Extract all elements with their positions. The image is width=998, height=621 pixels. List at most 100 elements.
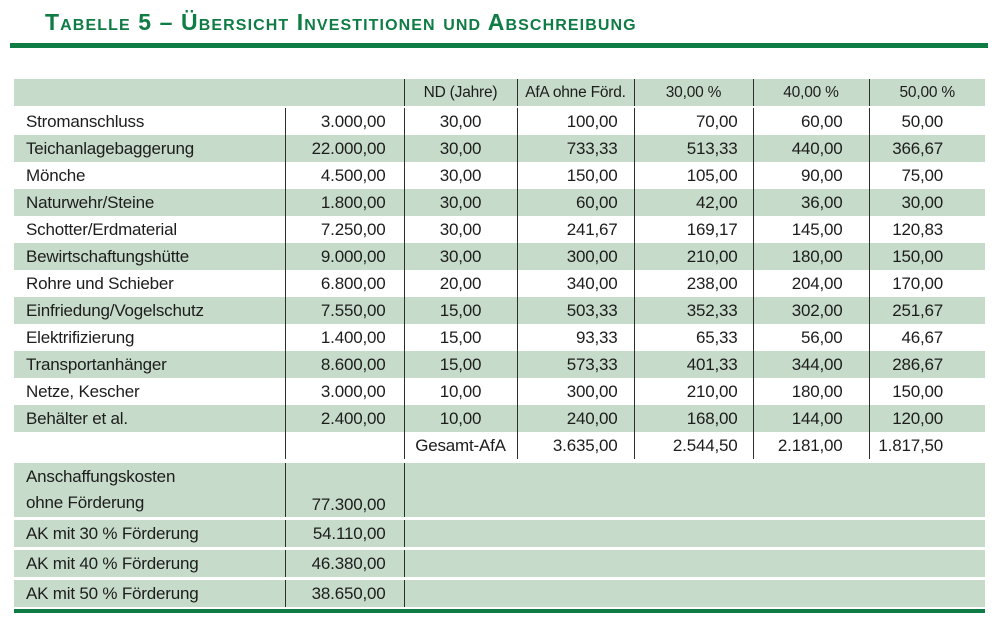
cell-nd: 30,00 [404,189,518,216]
cell-afa: 300,00 [517,243,635,270]
cell-afa: 100,00 [517,107,635,135]
cell-nd: 30,00 [404,135,518,162]
cell-afa: 573,33 [517,351,635,378]
cell-50: 170,00 [892,273,943,293]
total-50: 1.817,50 [878,435,943,455]
cell-40: 440,00 [753,135,870,162]
summary-table: Anschaffungskosten ohne Förderung 77.300… [14,463,985,607]
cell-nd: 30,00 [404,243,518,270]
cell-50: 150,00 [869,243,985,270]
cell-40: 180,00 [753,243,870,270]
title-rule [10,43,988,48]
summary-label-line2: ohne Förderung [26,493,145,512]
cell-30: 65,33 [634,324,754,351]
total-30: 2.544,50 [634,432,754,459]
cell-amount: 3.000,00 [285,378,405,405]
cell-50: 150,00 [892,381,943,401]
header-afa: AfA ohne Förd. [517,79,635,108]
cell-afa: 241,67 [517,216,635,243]
cell-amount: 4.500,00 [285,162,405,189]
cell-50: 251,67 [869,297,985,324]
cell-nd: 30,00 [404,162,518,189]
summary-filler [404,463,985,519]
table-bottom-rule [14,609,985,613]
table-row: Behälter et al. 2.400,00 10,00 240,00 16… [14,405,985,432]
cell-30: 238,00 [634,270,754,297]
row-label: Behälter et al. [14,405,286,432]
cell-amount: 9.000,00 [285,243,405,270]
cell-30: 513,33 [634,135,754,162]
summary-value: 54.110,00 [285,517,405,549]
row-label: Schotter/Erdmaterial [14,216,286,243]
summary-filler [404,577,985,607]
cell-30: 401,33 [634,351,754,378]
summary-label: AK mit 40 % Förderung [14,547,286,579]
cell-afa: 503,33 [517,297,635,324]
summary-value: 77.300,00 [285,463,405,519]
cell-50: 120,83 [892,219,943,239]
summary-row: AK mit 40 % Förderung 46.380,00 [14,547,985,579]
summary-row: AK mit 30 % Förderung 54.110,00 [14,517,985,549]
header-50: 50,00 % [869,79,985,108]
cell-afa: 300,00 [517,378,635,405]
cell-50: 120,00 [869,405,985,432]
total-row: Gesamt-AfA 3.635,00 2.544,50 2.181,00 1.… [14,432,985,459]
cell-50: 30,00 [869,189,985,216]
summary-filler [404,547,985,579]
cell-nd: 10,00 [404,405,518,432]
cell-afa: 340,00 [517,270,635,297]
cell-30: 70,00 [634,107,754,135]
total-label: Gesamt-AfA [404,432,518,459]
table-row: Rohre und Schieber 6.800,00 20,00 340,00… [14,270,985,297]
cell-afa: 60,00 [517,189,635,216]
cell-30: 42,00 [634,189,754,216]
cell-50: 286,67 [869,351,985,378]
cell-nd: 15,00 [404,324,518,351]
header-30: 30,00 % [634,79,754,108]
cell-30: 210,00 [634,378,754,405]
row-label: Elektrifizierung [14,324,286,351]
cell-40: 36,00 [753,189,870,216]
cell-empty [285,432,405,459]
row-label: Rohre und Schieber [14,270,286,297]
cell-nd: 15,00 [404,351,518,378]
summary-label: AK mit 30 % Förderung [14,517,286,549]
summary-row: AK mit 50 % Förderung 38.650,00 [14,577,985,607]
cell-40: 302,00 [753,297,870,324]
cell-40: 204,00 [753,270,870,297]
cell-nd: 30,00 [404,107,518,135]
header-40: 40,00 % [753,79,870,108]
cell-amount: 3.000,00 [285,107,405,135]
cell-amount: 7.550,00 [285,297,405,324]
summary-label-line1: Anschaffungskosten [26,467,176,486]
summary-row: Anschaffungskosten ohne Förderung 77.300… [14,463,985,519]
table-row: Mönche 4.500,00 30,00 150,00 105,00 90,0… [14,162,985,189]
cell-50: 75,00 [901,165,943,185]
row-label: Naturwehr/Steine [14,189,286,216]
table-row: Elektrifizierung 1.400,00 15,00 93,33 65… [14,324,985,351]
table-row: Bewirtschaftungshütte 9.000,00 30,00 300… [14,243,985,270]
cell-nd: 30,00 [404,216,518,243]
cell-30: 352,33 [634,297,754,324]
cell-50: 366,67 [869,135,985,162]
row-label: Teichanlagebaggerung [14,135,286,162]
cell-empty [14,432,286,459]
cell-afa: 733,33 [517,135,635,162]
table-row: Transportanhänger 8.600,00 15,00 573,33 … [14,351,985,378]
cell-amount: 22.000,00 [285,135,405,162]
cell-40: 145,00 [753,216,870,243]
cell-afa: 240,00 [517,405,635,432]
row-label: Stromanschluss [14,107,286,135]
document-page: Tabelle 5 – Übersicht Investitionen und … [0,9,998,621]
summary-label: AK mit 50 % Förderung [14,577,286,607]
cell-30: 210,00 [634,243,754,270]
investment-table: ND (Jahre) AfA ohne Förd. 30,00 % 40,00 … [14,79,985,459]
cell-40: 60,00 [753,107,870,135]
cell-nd: 10,00 [404,378,518,405]
table-header-row: ND (Jahre) AfA ohne Förd. 30,00 % 40,00 … [14,79,985,108]
summary-label: Anschaffungskosten ohne Förderung [14,463,286,519]
cell-nd: 20,00 [404,270,518,297]
table-row: Netze, Kescher 3.000,00 10,00 300,00 210… [14,378,985,405]
cell-40: 144,00 [753,405,870,432]
cell-amount: 1.400,00 [285,324,405,351]
